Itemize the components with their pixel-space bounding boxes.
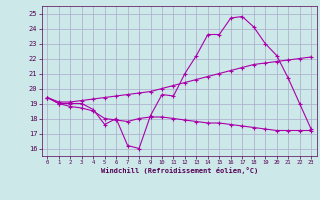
X-axis label: Windchill (Refroidissement éolien,°C): Windchill (Refroidissement éolien,°C) (100, 167, 258, 174)
